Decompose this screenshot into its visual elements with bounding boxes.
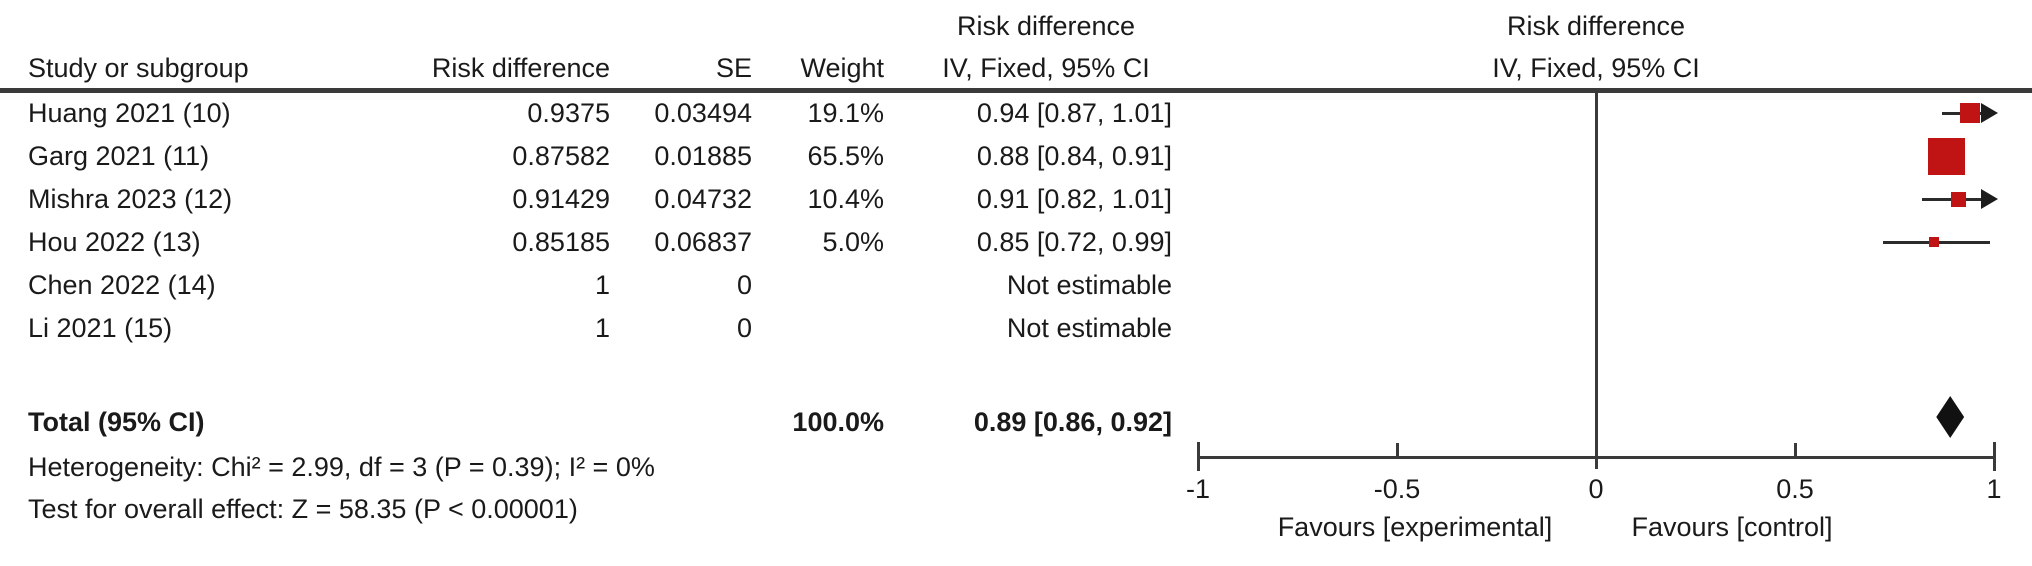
effect-square-marker	[1960, 103, 1981, 123]
axis-tick-label: 1	[1986, 474, 2002, 504]
x-axis-line	[1198, 456, 1996, 459]
header-ci-line2: IV, Fixed, 95% CI	[942, 53, 1150, 83]
heterogeneity-text: Heterogeneity: Chi² = 2.99, df = 3 (P = …	[28, 452, 655, 482]
study-ci: 0.94 [0.87, 1.01]	[976, 98, 1172, 128]
header-ci-line1: Risk difference	[956, 11, 1136, 41]
effect-square-marker	[1929, 237, 1940, 247]
overall-effect-text: Test for overall effect: Z = 58.35 (P < …	[28, 494, 578, 524]
study-se: 0.01885	[654, 141, 752, 171]
header-se: SE	[715, 53, 752, 83]
header-risk-difference: Risk difference	[431, 53, 610, 83]
study-name: Garg 2021 (11)	[28, 141, 210, 171]
favours-experimental-label: Favours [experimental]	[1277, 512, 1553, 542]
axis-tick-label: -0.5	[1373, 474, 1421, 504]
study-se: 0.03494	[654, 98, 752, 128]
study-rd: 0.85185	[512, 227, 610, 257]
total-diamond-marker	[1936, 396, 1965, 438]
study-ci: 0.88 [0.84, 0.91]	[976, 141, 1172, 171]
axis-tick-label: 0.5	[1776, 474, 1814, 504]
study-rd: 0.91429	[512, 184, 610, 214]
study-se: 0.04732	[654, 184, 752, 214]
study-name: Huang 2021 (10)	[28, 98, 231, 128]
header-study: Study or subgroup	[28, 53, 249, 83]
header-weight: Weight	[800, 53, 884, 83]
header-rule	[0, 88, 2032, 93]
study-name: Hou 2022 (13)	[28, 227, 201, 257]
effect-square-marker	[1927, 137, 1965, 175]
arrow-right-icon	[1981, 103, 1998, 123]
axis-tick	[1992, 442, 1996, 471]
study-rd: 1	[594, 270, 610, 300]
study-ci: 0.85 [0.72, 0.99]	[976, 227, 1172, 257]
study-se: 0	[736, 313, 752, 343]
zero-reference-line	[1595, 93, 1598, 469]
axis-tick	[1594, 443, 1598, 456]
study-weight: 19.1%	[807, 98, 884, 128]
effect-square-marker	[1950, 191, 1966, 207]
study-ci: 0.91 [0.82, 1.01]	[976, 184, 1172, 214]
study-name: Chen 2022 (14)	[28, 270, 216, 300]
study-weight: 65.5%	[807, 141, 884, 171]
study-ci: Not estimable	[1006, 313, 1172, 343]
plot-header-line2: IV, Fixed, 95% CI	[1492, 53, 1700, 83]
study-se: 0	[736, 270, 752, 300]
axis-tick	[1196, 442, 1200, 471]
total-label: Total (95% CI)	[28, 407, 205, 437]
study-name: Li 2021 (15)	[28, 313, 173, 343]
favours-control-label: Favours [control]	[1631, 512, 1833, 542]
study-rd: 1	[594, 313, 610, 343]
plot-header-line1: Risk difference	[1506, 11, 1686, 41]
study-name: Mishra 2023 (12)	[28, 184, 233, 214]
total-weight: 100.0%	[792, 407, 884, 437]
study-ci: Not estimable	[1006, 270, 1172, 300]
axis-tick-label: -1	[1185, 474, 1211, 504]
axis-tick-label: 0	[1588, 474, 1604, 504]
study-rd: 0.87582	[512, 141, 610, 171]
axis-tick	[1793, 443, 1797, 456]
study-rd: 0.9375	[527, 98, 610, 128]
study-weight: 10.4%	[807, 184, 884, 214]
axis-tick	[1395, 443, 1399, 456]
study-se: 0.06837	[654, 227, 752, 257]
arrow-right-icon	[1981, 189, 1998, 209]
study-weight: 5.0%	[822, 227, 884, 257]
total-ci: 0.89 [0.86, 0.92]	[973, 407, 1172, 437]
